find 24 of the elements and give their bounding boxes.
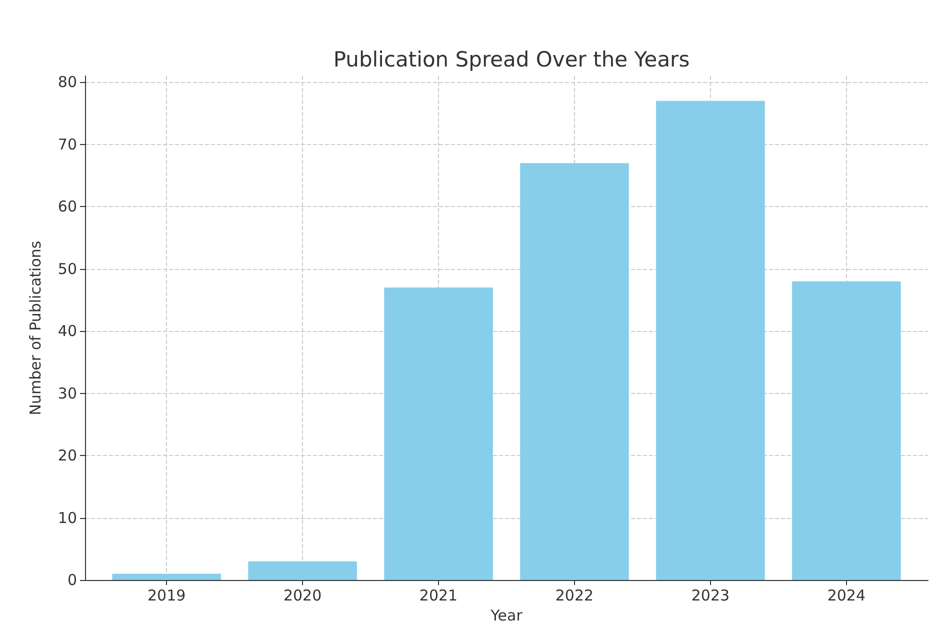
x-tick-label: 2024 <box>827 586 866 604</box>
y-tick-label: 60 <box>58 198 77 216</box>
x-tick-label: 2022 <box>555 586 594 604</box>
y-tick-label: 20 <box>58 446 77 465</box>
bar <box>656 100 765 580</box>
y-tick-label: 10 <box>58 508 77 527</box>
x-tick-label: 2020 <box>283 586 322 604</box>
bar <box>792 281 901 580</box>
x-axis-title: Year <box>490 606 524 624</box>
y-tick-label: 70 <box>58 135 77 154</box>
x-tick-label: 2021 <box>419 586 458 604</box>
chart-title: Publication Spread Over the Years <box>333 48 690 72</box>
bar <box>520 163 629 580</box>
y-tick-label: 50 <box>58 260 77 278</box>
y-tick-label: 40 <box>58 322 77 340</box>
y-tick-label: 80 <box>58 73 77 92</box>
y-axis-title: Number of Publications <box>26 240 44 416</box>
x-tick-label: 2023 <box>691 586 730 604</box>
bar <box>384 288 493 580</box>
bar <box>112 574 221 580</box>
y-tick-label: 0 <box>67 571 77 589</box>
y-tick-label: 30 <box>58 384 77 402</box>
bar <box>248 561 357 580</box>
x-tick-label: 2019 <box>147 586 186 604</box>
